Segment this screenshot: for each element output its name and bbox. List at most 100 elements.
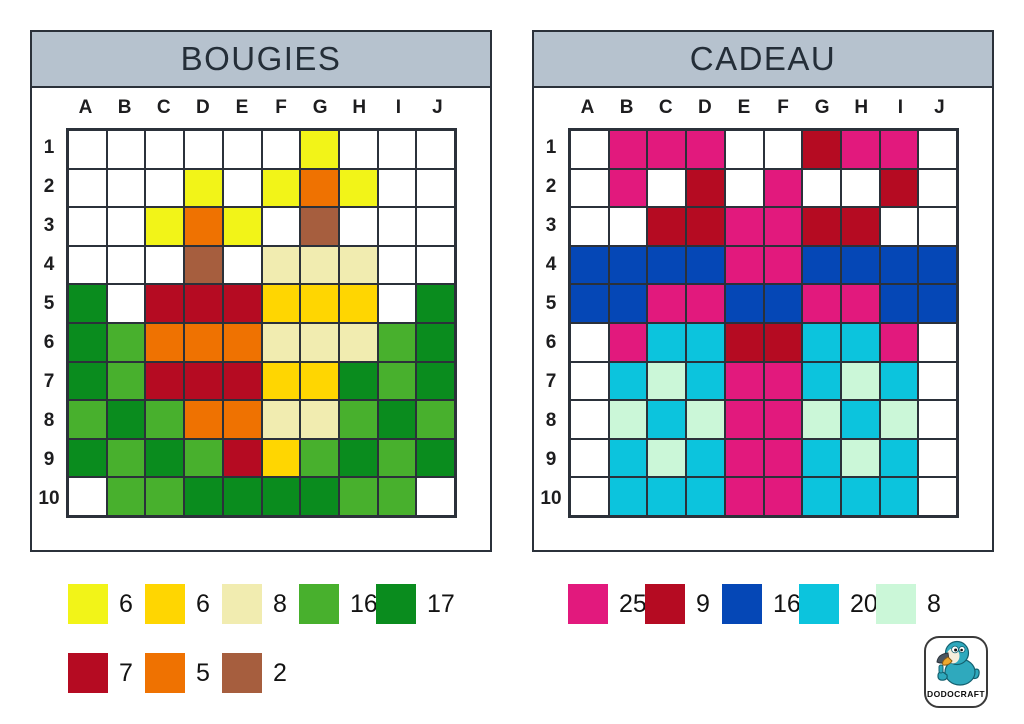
color-count: 25 xyxy=(619,589,647,618)
grid-cell-G5 xyxy=(802,284,841,323)
color-swatch-gold xyxy=(145,584,185,624)
legend-bougies: 6 6 8 16 17 7 5 2 xyxy=(68,584,455,693)
grid-cell-E9 xyxy=(222,438,262,478)
row-label: 4 xyxy=(545,253,557,275)
color-swatch-cyan xyxy=(799,584,839,624)
grid-cell-H9 xyxy=(338,438,378,478)
color-swatch-dark-red xyxy=(645,584,685,624)
grid-cell-D3 xyxy=(686,207,725,246)
legend-item-dark-red: 7 xyxy=(68,653,145,693)
grid-cell-G8 xyxy=(802,400,841,439)
grid-cell-D2 xyxy=(686,168,725,208)
grid-cell-F8 xyxy=(763,400,803,439)
grid-cell-C8 xyxy=(647,400,687,439)
grid-cell-C10 xyxy=(647,477,687,516)
row-labels-bougies: 1 2 3 4 5 6 7 8 9 10 xyxy=(32,128,66,518)
grid-cell-H8 xyxy=(840,400,880,439)
grid-cell-J2 xyxy=(918,168,957,208)
grid-cell-A10 xyxy=(68,477,107,516)
grid-cell-I8 xyxy=(377,400,417,439)
legend-item-cyan: 20 xyxy=(799,584,878,624)
column-label: F xyxy=(777,97,789,118)
grid-cell-A3 xyxy=(68,207,107,246)
grid-cell-E6 xyxy=(222,322,262,362)
column-label: I xyxy=(395,97,401,118)
grid-cell-A8 xyxy=(570,400,609,439)
grid-cell-D6 xyxy=(686,322,725,362)
grid-cell-B5 xyxy=(608,284,648,323)
grid-cell-I7 xyxy=(377,361,417,401)
grid-cell-D9 xyxy=(184,438,223,478)
color-count: 2 xyxy=(273,658,287,687)
dodo-bird-icon xyxy=(936,640,980,686)
grid-cell-H3 xyxy=(840,207,880,246)
color-count: 20 xyxy=(850,589,878,618)
grid-cell-C7 xyxy=(145,361,185,401)
column-label: C xyxy=(156,97,171,118)
grid-cell-G4 xyxy=(802,245,841,285)
grid-cell-C3 xyxy=(647,207,687,246)
color-swatch-brown xyxy=(222,653,262,693)
grid-cell-J10 xyxy=(918,477,957,516)
grid-cell-H7 xyxy=(840,361,880,401)
grid-cell-F6 xyxy=(261,322,301,362)
grid-cell-F3 xyxy=(763,207,803,246)
grid-cell-B3 xyxy=(106,207,146,246)
grid-cell-F9 xyxy=(261,438,301,478)
panel-cadeau: CADEAU A B C D E F G H I J 1 2 3 4 5 6 7 8 9 10 xyxy=(532,30,994,552)
grid-cell-D5 xyxy=(184,284,223,323)
dodocraft-logo: DODOCRAFT xyxy=(922,634,990,712)
row-label: 1 xyxy=(545,136,557,158)
grid-cell-C4 xyxy=(145,245,185,285)
grid-cell-G1 xyxy=(300,130,339,169)
grid-cell-D2 xyxy=(184,168,223,208)
grid-cell-D6 xyxy=(184,322,223,362)
grid-cell-E2 xyxy=(724,168,764,208)
grid-cell-G4 xyxy=(300,245,339,285)
grid-cell-B6 xyxy=(608,322,648,362)
panel-title: CADEAU xyxy=(689,40,837,77)
grid-cell-J5 xyxy=(416,284,455,323)
grid-cell-B9 xyxy=(106,438,146,478)
grid-cell-F8 xyxy=(261,400,301,439)
grid-cell-B6 xyxy=(106,322,146,362)
grid-cell-G3 xyxy=(802,207,841,246)
grid-cell-B1 xyxy=(106,130,146,169)
grid-cell-G10 xyxy=(802,477,841,516)
grid-cell-C1 xyxy=(647,130,687,169)
color-count: 6 xyxy=(196,589,210,618)
legend-item-yellow: 6 xyxy=(68,584,145,624)
grid-cell-I5 xyxy=(879,284,919,323)
column-label: I xyxy=(897,97,903,118)
row-label: 2 xyxy=(43,175,55,197)
grid-cell-J8 xyxy=(918,400,957,439)
grid-cell-I9 xyxy=(879,438,919,478)
grid-cell-B8 xyxy=(106,400,146,439)
grid-cell-H9 xyxy=(840,438,880,478)
row-label: 7 xyxy=(545,370,557,392)
grid-cell-J7 xyxy=(918,361,957,401)
grid-cell-C1 xyxy=(145,130,185,169)
grid-cell-J3 xyxy=(416,207,455,246)
color-swatch-dark-green xyxy=(376,584,416,624)
color-count: 17 xyxy=(427,589,455,618)
column-labels-bougies: A B C D E F G H I J xyxy=(66,88,457,128)
grid-cell-E10 xyxy=(724,477,764,516)
grid-cell-C9 xyxy=(145,438,185,478)
color-swatch-cream xyxy=(222,584,262,624)
grid-cell-G6 xyxy=(802,322,841,362)
panel-title: BOUGIES xyxy=(180,40,342,77)
column-label: B xyxy=(117,97,132,118)
grid-cell-G9 xyxy=(802,438,841,478)
row-label: 4 xyxy=(43,253,55,275)
grid-cell-C3 xyxy=(145,207,185,246)
column-label: D xyxy=(697,97,712,118)
grid-cell-G5 xyxy=(300,284,339,323)
grid-cell-H1 xyxy=(338,130,378,169)
grid-cell-C9 xyxy=(647,438,687,478)
grid-cell-A10 xyxy=(570,477,609,516)
grid-cell-J10 xyxy=(416,477,455,516)
grid-cell-E5 xyxy=(222,284,262,323)
pixel-grid-bougies xyxy=(66,128,457,518)
grid-cell-I6 xyxy=(879,322,919,362)
